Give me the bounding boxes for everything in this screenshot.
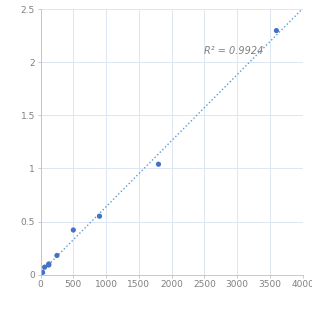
Point (54, 253, 59, 258)
Text: R² = 0.9924: R² = 0.9924 (204, 46, 264, 56)
Point (46, 262, 51, 267)
Point (38, 272, 43, 277)
Point (40, 270, 45, 275)
Point (42, 265, 47, 270)
Point (71, 227, 76, 232)
Point (97, 214, 102, 219)
Point (156, 162, 161, 167)
Point (274, 28, 279, 33)
Point (46, 261, 51, 266)
